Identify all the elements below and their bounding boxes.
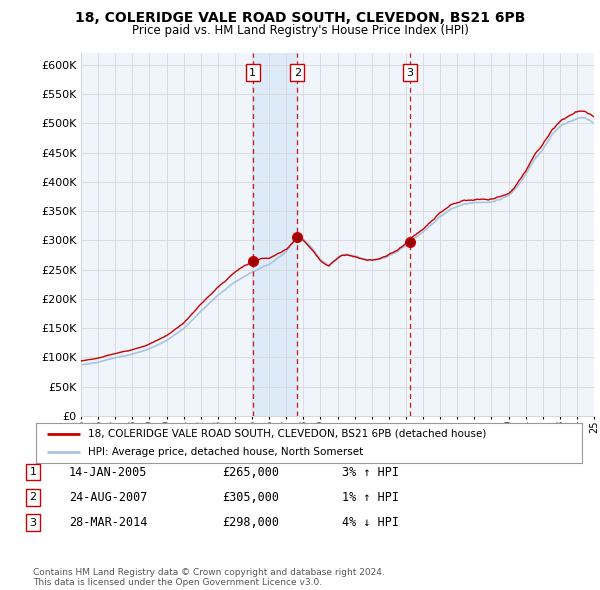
Text: 1: 1 [29, 467, 37, 477]
Text: 1: 1 [249, 68, 256, 78]
Text: 4% ↓ HPI: 4% ↓ HPI [342, 516, 399, 529]
Text: 28-MAR-2014: 28-MAR-2014 [69, 516, 148, 529]
Text: 3: 3 [29, 518, 37, 527]
Text: 18, COLERIDGE VALE ROAD SOUTH, CLEVEDON, BS21 6PB (detached house): 18, COLERIDGE VALE ROAD SOUTH, CLEVEDON,… [88, 429, 486, 439]
Text: Price paid vs. HM Land Registry's House Price Index (HPI): Price paid vs. HM Land Registry's House … [131, 24, 469, 37]
Bar [253, 53, 298, 416]
Text: £265,000: £265,000 [222, 466, 279, 478]
Text: 1% ↑ HPI: 1% ↑ HPI [342, 491, 399, 504]
Text: 14-JAN-2005: 14-JAN-2005 [69, 466, 148, 478]
Text: 3: 3 [406, 68, 413, 78]
Text: 18, COLERIDGE VALE ROAD SOUTH, CLEVEDON, BS21 6PB: 18, COLERIDGE VALE ROAD SOUTH, CLEVEDON,… [75, 11, 525, 25]
Text: 2: 2 [294, 68, 301, 78]
Text: Contains HM Land Registry data © Crown copyright and database right 2024.
This d: Contains HM Land Registry data © Crown c… [33, 568, 385, 587]
Text: £305,000: £305,000 [222, 491, 279, 504]
Text: 3% ↑ HPI: 3% ↑ HPI [342, 466, 399, 478]
Text: 24-AUG-2007: 24-AUG-2007 [69, 491, 148, 504]
Text: HPI: Average price, detached house, North Somerset: HPI: Average price, detached house, Nort… [88, 447, 363, 457]
Text: 2: 2 [29, 493, 37, 502]
Text: £298,000: £298,000 [222, 516, 279, 529]
